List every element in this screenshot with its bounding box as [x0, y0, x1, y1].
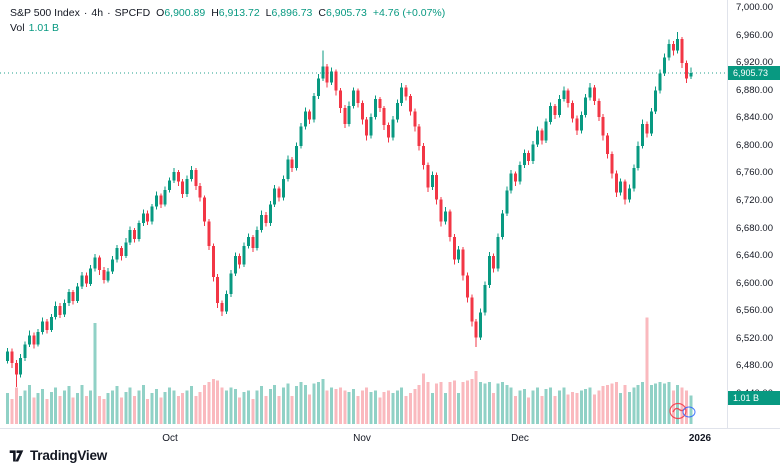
symbol-name: S&P 500 Index [10, 7, 80, 19]
volume-value: 1.01 B [28, 22, 59, 34]
tradingview-logo[interactable]: TradingView [8, 447, 107, 464]
change-value: +4.76 (+0.07%) [372, 7, 446, 19]
price-axis-label: 6,960.00 [736, 30, 773, 41]
price-axis-label: 7,000.00 [736, 2, 773, 13]
legend-separator: · [83, 7, 88, 19]
time-axis-label: Dec [511, 433, 529, 444]
price-axis-label: 6,680.00 [736, 223, 773, 234]
price-axis-label: 6,800.00 [736, 140, 773, 151]
brand-name: TradingView [30, 448, 108, 463]
price-axis-label: 6,640.00 [736, 250, 773, 261]
price-axis-separator [727, 0, 728, 428]
source-label: SPCFD [114, 7, 151, 19]
last-price-badge: 6,905.73 [728, 66, 780, 80]
price-axis-label: 6,840.00 [736, 112, 773, 123]
price-axis-label: 6,560.00 [736, 305, 773, 316]
low-value: L6,896.73 [265, 7, 313, 19]
time-axis-label: 2026 [688, 433, 712, 444]
close-value: C6,905.73 [318, 7, 367, 19]
price-axis-label: 6,880.00 [736, 85, 773, 96]
legend-separator: · [107, 7, 111, 19]
time-axis-label: Oct [162, 433, 178, 444]
price-axis-label: 6,760.00 [736, 167, 773, 178]
stamp-icon [669, 402, 696, 420]
high-value: H6,913.72 [211, 7, 260, 19]
chart-legend: S&P 500 Index · 4h · SPCFD O6,900.89 H6,… [10, 7, 445, 20]
price-axis-label: 6,920.00 [736, 57, 773, 68]
time-axis-label: Nov [353, 433, 371, 444]
symbol-title[interactable]: S&P 500 Index · 4h · SPCFD [10, 7, 150, 20]
volume-badge: 1.01 B [728, 391, 780, 405]
tradingview-logo-icon [9, 450, 24, 462]
time-axis-separator [0, 428, 780, 429]
price-axis-label: 6,720.00 [736, 195, 773, 206]
volume-legend: Vol 1.01 B [10, 22, 59, 35]
open-value: O6,900.89 [156, 7, 206, 19]
volume-label: Vol [10, 22, 25, 34]
price-axis-label: 6,480.00 [736, 360, 773, 371]
price-axis-label: 6,600.00 [736, 278, 773, 289]
interval-label: 4h [91, 7, 104, 19]
price-axis-label: 6,520.00 [736, 333, 773, 344]
